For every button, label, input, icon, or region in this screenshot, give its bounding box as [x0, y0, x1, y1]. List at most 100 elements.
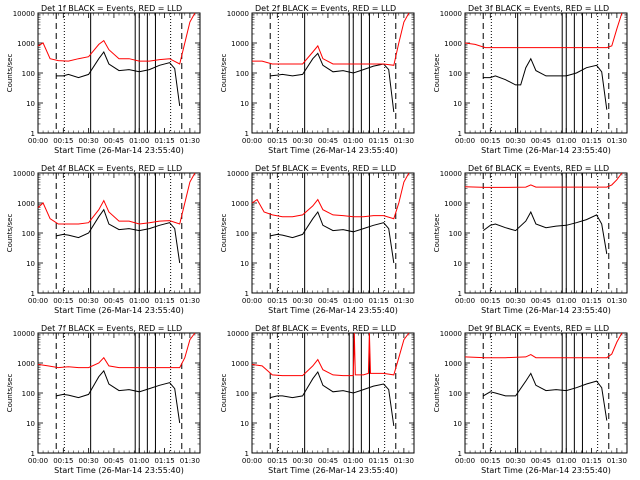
- y-tick-label: 10000: [227, 10, 249, 18]
- y-tick-label: 10000: [440, 170, 462, 178]
- y-tick-label: 100: [449, 390, 462, 398]
- x-tick-label: 00:45: [104, 297, 124, 305]
- y-axis-label: Counts/sec: [6, 374, 14, 413]
- x-tick-label: 00:00: [455, 297, 475, 305]
- x-tick-label: 00:30: [79, 457, 99, 465]
- y-tick-label: 1: [458, 290, 462, 298]
- x-tick-label: 01:00: [556, 137, 576, 145]
- x-tick-label: 01:30: [607, 457, 627, 465]
- x-tick-label: 01:15: [154, 457, 174, 465]
- x-tick-label: 00:30: [506, 297, 526, 305]
- detector-panel: 1 10 100 1000 10000 00:00 00:15 00:30 00:45 01:00…: [6, 164, 201, 315]
- x-tick-label: 01:30: [394, 457, 414, 465]
- x-tick-label: 00:30: [293, 457, 313, 465]
- lld-series-line: [251, 172, 410, 220]
- y-tick-label: 10000: [440, 10, 462, 18]
- y-axis-label: Counts/sec: [6, 214, 14, 253]
- events-series-line: [270, 210, 395, 264]
- x-tick-label: 01:00: [556, 457, 576, 465]
- plot-frame: [464, 172, 628, 294]
- x-tick-label: 01:30: [180, 297, 200, 305]
- y-tick-label: 100: [236, 70, 249, 78]
- y-tick-label: 10: [26, 100, 35, 108]
- x-tick-label: 00:45: [531, 457, 551, 465]
- panel-title: Det 9f BLACK = Events, RED = LLD: [468, 324, 609, 333]
- x-tick-label: 01:15: [154, 297, 174, 305]
- y-tick-label: 10000: [13, 330, 35, 338]
- panel-title: Det 7f BLACK = Events, RED = LLD: [41, 324, 182, 333]
- x-tick-label: 00:15: [53, 137, 73, 145]
- x-tick-label: 00:15: [480, 137, 500, 145]
- y-tick-label: 10000: [227, 330, 249, 338]
- y-tick-label: 1: [245, 450, 249, 458]
- x-tick-label: 00:00: [28, 297, 48, 305]
- plot-frame: [251, 12, 415, 134]
- lld-series-line: [37, 12, 196, 65]
- y-tick-label: 1000: [444, 360, 462, 368]
- x-axis-label: Start Time (26-Mar-14 23:55:40): [481, 466, 611, 475]
- y-axis-label: Counts/sec: [220, 214, 228, 253]
- x-tick-label: 00:15: [267, 297, 287, 305]
- panel-title: Det 6f BLACK = Events, RED = LLD: [468, 164, 609, 173]
- panel-title: Det 4f BLACK = Events, RED = LLD: [41, 164, 182, 173]
- x-tick-label: 01:30: [394, 137, 414, 145]
- events-series-line: [270, 52, 395, 113]
- events-series-line: [483, 57, 608, 110]
- x-tick-label: 00:45: [318, 137, 338, 145]
- y-tick-label: 1000: [231, 40, 249, 48]
- y-tick-label: 1: [31, 130, 35, 138]
- x-tick-label: 00:45: [531, 297, 551, 305]
- y-tick-label: 100: [449, 70, 462, 78]
- panel-title: Det 3f BLACK = Events, RED = LLD: [468, 4, 609, 13]
- x-tick-label: 00:00: [242, 137, 262, 145]
- events-series-line: [482, 372, 608, 421]
- lld-series-line: [464, 12, 623, 49]
- y-axis-label: Counts/sec: [6, 54, 14, 93]
- y-tick-label: 1000: [444, 200, 462, 208]
- y-tick-label: 1000: [444, 40, 462, 48]
- x-tick-label: 01:30: [180, 137, 200, 145]
- x-tick-label: 01:00: [343, 297, 363, 305]
- plot-frame: [251, 332, 415, 454]
- events-series-line: [56, 51, 181, 106]
- x-tick-label: 00:30: [293, 297, 313, 305]
- y-tick-label: 10: [453, 420, 462, 428]
- y-axis-label: Counts/sec: [433, 374, 441, 413]
- x-axis-label: Start Time (26-Mar-14 23:55:40): [481, 146, 611, 155]
- panel-title: Det 8f BLACK = Events, RED = LLD: [255, 324, 396, 333]
- x-tick-label: 01:00: [129, 137, 149, 145]
- x-axis-label: Start Time (26-Mar-14 23:55:40): [268, 306, 398, 315]
- x-axis-label: Start Time (26-Mar-14 23:55:40): [268, 146, 398, 155]
- detector-panel: 1 10 100 1000 10000 00:00 00:15 00:30 00:45 01:00…: [433, 324, 628, 475]
- y-tick-label: 1: [31, 290, 35, 298]
- events-series-line: [482, 210, 608, 255]
- x-tick-label: 00:30: [506, 137, 526, 145]
- y-axis-label: Counts/sec: [433, 54, 441, 93]
- x-tick-label: 01:15: [581, 137, 601, 145]
- x-tick-label: 01:30: [607, 297, 627, 305]
- x-tick-label: 00:45: [104, 457, 124, 465]
- x-tick-label: 00:00: [242, 297, 262, 305]
- x-tick-label: 01:15: [154, 137, 174, 145]
- y-tick-label: 1: [31, 450, 35, 458]
- x-tick-label: 01:00: [556, 297, 576, 305]
- y-tick-label: 100: [22, 230, 35, 238]
- x-tick-label: 00:30: [293, 137, 313, 145]
- x-tick-label: 00:45: [531, 137, 551, 145]
- detector-panel: 1 10 100 1000 10000 00:00 00:15 00:30 00:45 01:00…: [6, 324, 201, 475]
- x-tick-label: 00:15: [267, 137, 287, 145]
- x-axis-label: Start Time (26-Mar-14 23:55:40): [54, 146, 184, 155]
- y-tick-label: 1000: [17, 360, 35, 368]
- x-tick-label: 00:00: [455, 137, 475, 145]
- x-tick-label: 00:00: [28, 137, 48, 145]
- x-tick-label: 01:30: [180, 457, 200, 465]
- y-axis-label: Counts/sec: [220, 54, 228, 93]
- detector-panel: 1 10 100 1000 10000 00:00 00:15 00:30 00:45 01:00…: [220, 4, 415, 155]
- y-tick-label: 100: [22, 70, 35, 78]
- x-tick-label: 00:15: [53, 457, 73, 465]
- detector-panel: 1 10 100 1000 10000 00:00 00:15 00:30 00:45 01:00…: [6, 4, 201, 155]
- x-tick-label: 00:45: [104, 137, 124, 145]
- y-tick-label: 10: [453, 260, 462, 268]
- lld-series-line: [37, 172, 196, 225]
